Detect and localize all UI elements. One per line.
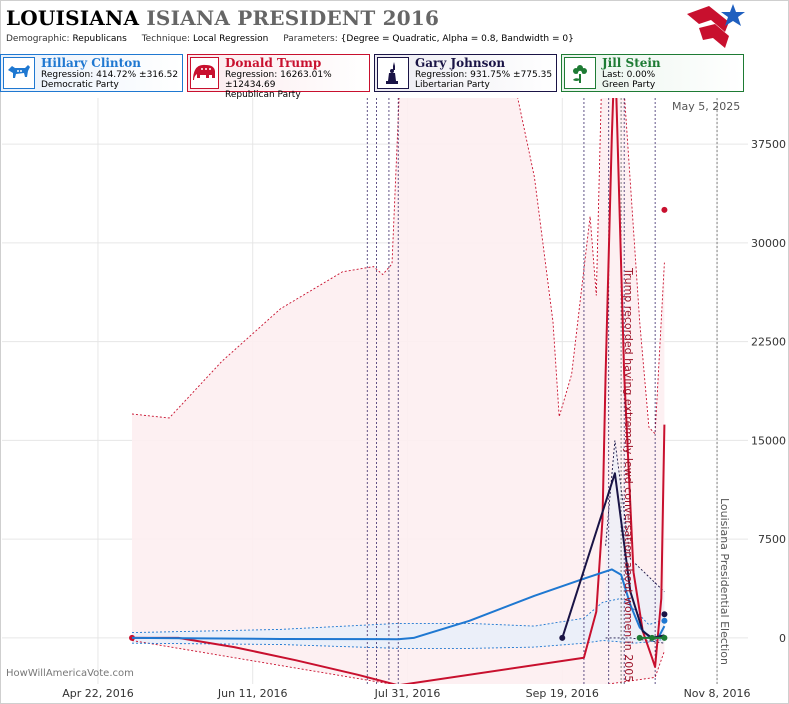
legend-clinton-text: Hillary Clinton Regression: 414.72% ±316…	[37, 55, 178, 91]
legend-stein-text: Jill Stein Last: 0.00% Green Party	[598, 55, 661, 91]
legend-clinton-party: Democratic Party	[41, 80, 119, 90]
y-tick-label: 37500	[751, 138, 786, 151]
x-tick-label: Sep 19, 2016	[526, 687, 599, 700]
y-tick-label: 7500	[758, 533, 786, 546]
page-title: LOUISIANA ISIANA PRESIDENT 2016	[6, 6, 439, 30]
band-edge-donald-trump	[131, 640, 665, 684]
legend-trump-text: Donald Trump Regression: 16263.01% ±1243…	[221, 55, 369, 101]
data-point-donald-trump	[661, 206, 668, 213]
data-point-hillary-clinton	[661, 617, 668, 624]
band-edge-gary-johnson	[605, 440, 665, 593]
title-rest: ISIANA PRESIDENT 2016	[146, 6, 440, 30]
date-stamp: May 5, 2025	[672, 100, 741, 113]
x-tick-label: Jun 11, 2016	[217, 687, 288, 700]
x-tick-label: Apr 22, 2016	[62, 687, 134, 700]
data-point-jill-stein	[661, 634, 668, 641]
site-logo-icon	[687, 4, 745, 48]
legend-johnson-text: Gary Johnson Regression: 931.75% ±775.35…	[411, 55, 552, 91]
flower-icon	[564, 57, 596, 89]
y-tick-label: 22500	[751, 336, 786, 349]
annotation-text: Louisiana Presidential Election	[718, 498, 731, 665]
elephant-icon	[190, 57, 219, 89]
legend-clinton-regression: Regression: 414.72% ±316.52	[41, 70, 179, 80]
chart-plot-area: Louisiana Presidential Election Trump rec…	[2, 98, 786, 700]
legend-clinton: Hillary Clinton Regression: 414.72% ±316…	[0, 54, 183, 92]
band-edge-gary-johnson	[605, 637, 665, 644]
demographic-key: Demographic:	[6, 34, 70, 44]
legend-johnson-party: Libertarian Party	[415, 80, 490, 90]
legend-johnson: Gary Johnson Regression: 931.75% ±775.35…	[374, 54, 557, 92]
data-point-jill-stein	[636, 634, 643, 641]
legend-stein-last: Last: 0.00%	[602, 70, 656, 80]
x-tick-label: Jul 31, 2016	[374, 687, 441, 700]
annotation-text: Trump recorded having extremely lewd con…	[622, 267, 635, 682]
data-point-gary-johnson	[661, 611, 668, 618]
series-line-donald-trump	[132, 98, 666, 684]
chart-parameters: Demographic: Republicans Technique: Loca…	[6, 34, 586, 44]
legend-stein: Jill Stein Last: 0.00% Green Party	[561, 54, 744, 92]
chart-layer	[2, 98, 748, 684]
donkey-icon	[3, 57, 35, 89]
demographic-value: Republicans	[72, 34, 127, 44]
liberty-statue-icon	[377, 57, 409, 89]
band-edge-donald-trump	[131, 98, 665, 435]
legend-trump: Donald Trump Regression: 16263.01% ±1243…	[187, 54, 370, 101]
y-tick-label: 0	[779, 632, 786, 645]
band-gary-johnson	[605, 440, 665, 644]
y-tick-label: 30000	[751, 237, 786, 250]
legend-trump-name: Donald Trump	[225, 56, 322, 70]
params-key: Parameters:	[283, 34, 338, 44]
params-value: {Degree = Quadratic, Alpha = 0.8, Bandwi…	[340, 34, 574, 44]
y-tick-label: 15000	[751, 434, 786, 447]
data-point-jill-stein	[649, 634, 656, 641]
data-point-gary-johnson	[559, 634, 566, 641]
technique-value: Local Regression	[192, 34, 269, 44]
legend-johnson-name: Gary Johnson	[415, 56, 506, 70]
legend-trump-regression: Regression: 16263.01% ±12434.69	[225, 70, 332, 90]
legend-stein-party: Green Party	[602, 80, 656, 90]
legend-stein-name: Jill Stein	[602, 56, 661, 70]
legend-trump-party: Republican Party	[225, 90, 301, 100]
title-state: LOUISIANA	[6, 6, 140, 30]
legend-clinton-name: Hillary Clinton	[41, 56, 141, 70]
technique-key: Technique:	[141, 34, 191, 44]
x-tick-label: Nov 8, 2016	[684, 687, 751, 700]
legend-johnson-regression: Regression: 931.75% ±775.35	[415, 70, 553, 80]
site-credit: HowWillAmericaVote.com	[6, 668, 134, 679]
